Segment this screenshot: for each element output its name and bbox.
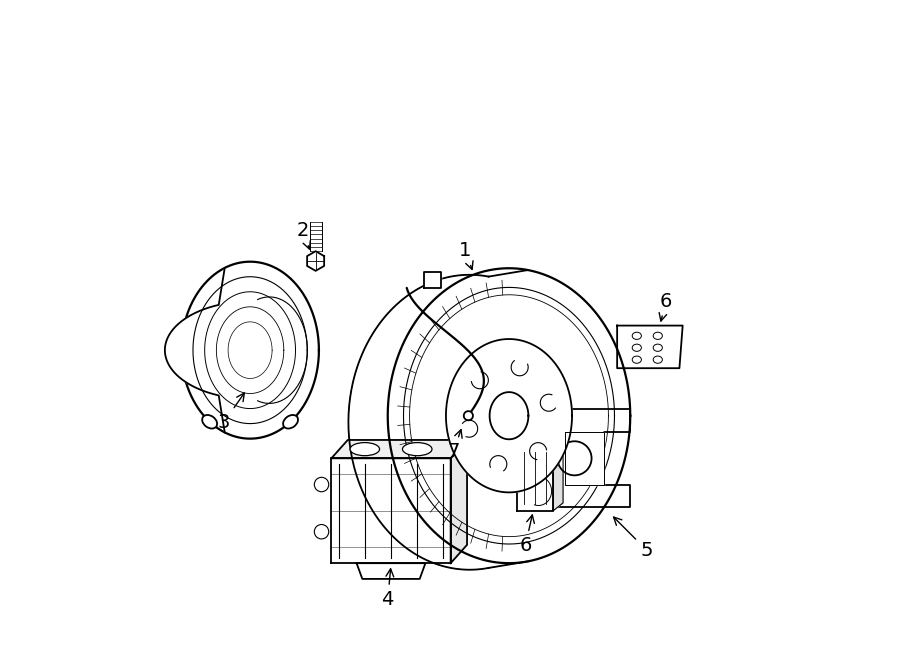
Text: 6: 6 <box>659 292 672 321</box>
Polygon shape <box>165 268 225 432</box>
Ellipse shape <box>632 356 642 364</box>
Polygon shape <box>331 440 467 458</box>
Polygon shape <box>425 272 442 288</box>
Ellipse shape <box>557 442 591 475</box>
Polygon shape <box>564 432 604 485</box>
Ellipse shape <box>653 344 662 352</box>
Ellipse shape <box>202 415 217 428</box>
Text: 3: 3 <box>218 393 244 432</box>
Text: 5: 5 <box>614 517 652 560</box>
Polygon shape <box>538 409 630 508</box>
Text: 4: 4 <box>382 569 394 609</box>
Text: 1: 1 <box>459 241 473 270</box>
Ellipse shape <box>402 443 432 455</box>
Polygon shape <box>356 563 426 579</box>
Polygon shape <box>446 339 572 492</box>
Polygon shape <box>388 268 630 563</box>
Ellipse shape <box>632 344 642 352</box>
Text: 2: 2 <box>296 221 310 249</box>
Polygon shape <box>307 251 324 271</box>
Polygon shape <box>518 446 554 511</box>
Ellipse shape <box>653 356 662 364</box>
Polygon shape <box>617 326 683 368</box>
Ellipse shape <box>314 525 328 539</box>
Text: 6: 6 <box>519 515 535 555</box>
Polygon shape <box>181 262 319 439</box>
Ellipse shape <box>653 332 662 339</box>
Ellipse shape <box>314 477 328 492</box>
Polygon shape <box>554 438 563 511</box>
Ellipse shape <box>284 415 298 428</box>
Ellipse shape <box>632 332 642 339</box>
Polygon shape <box>331 458 451 563</box>
Polygon shape <box>348 268 528 570</box>
Ellipse shape <box>464 411 472 420</box>
Text: 7: 7 <box>447 430 462 461</box>
Polygon shape <box>490 392 528 440</box>
Ellipse shape <box>350 443 380 455</box>
Polygon shape <box>451 440 467 563</box>
